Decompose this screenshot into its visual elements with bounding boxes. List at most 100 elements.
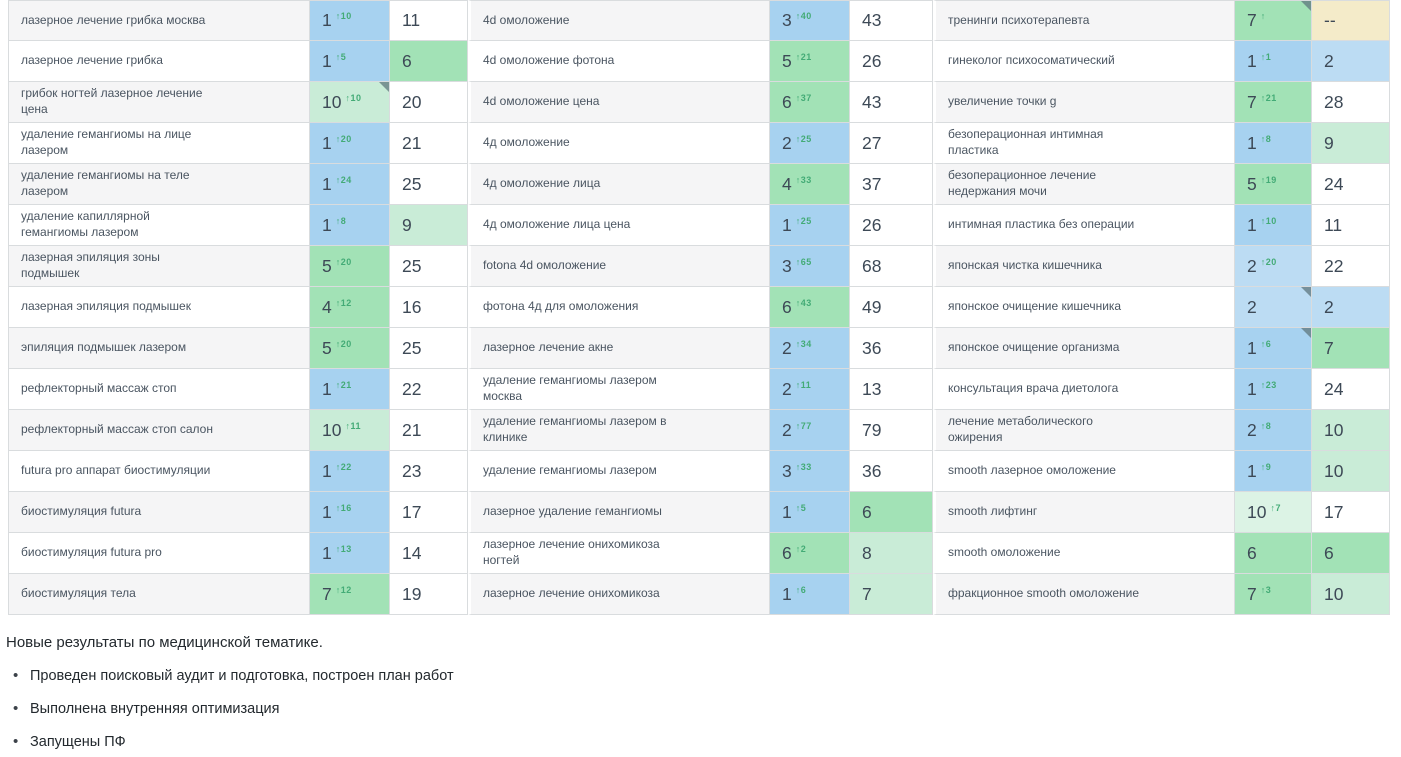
position-cell: 1 ↑25 bbox=[770, 205, 850, 246]
metric-value-cell: 37 bbox=[850, 164, 933, 205]
keyword-cell: лазерное лечение акне bbox=[468, 328, 770, 369]
position-cell: 1 ↑5 bbox=[770, 492, 850, 533]
metric-value-cell: -- bbox=[1312, 0, 1390, 41]
position-cell: 1 ↑5 bbox=[310, 41, 390, 82]
position-cell: 2 bbox=[1235, 287, 1312, 328]
metric-value-cell: 49 bbox=[850, 287, 933, 328]
position-change-up: ↑2 bbox=[795, 543, 807, 554]
position-change-up: ↑77 bbox=[795, 420, 812, 431]
metric-value-cell: 26 bbox=[850, 41, 933, 82]
metric-value-cell: 10 bbox=[1312, 451, 1390, 492]
position-value: 7 bbox=[322, 583, 332, 604]
position-change-up: ↑23 bbox=[1260, 379, 1277, 390]
keyword-label: тренинги психотерапевта bbox=[948, 12, 1090, 27]
keyword-label: smooth лазерное омоложение bbox=[948, 463, 1116, 478]
keyword-label: удаление гемангиомы лазером bbox=[483, 463, 657, 478]
position-change-up: ↑40 bbox=[795, 11, 812, 22]
position-change-up: ↑6 bbox=[1260, 338, 1272, 349]
position-cell: 5 ↑21 bbox=[770, 41, 850, 82]
keyword-cell: консультация врача диетолога bbox=[933, 369, 1235, 410]
metric-value-cell: 10 bbox=[1312, 410, 1390, 451]
keyword-label: японское очищение кишечника bbox=[948, 299, 1122, 314]
position-cell: 1 ↑1 bbox=[1235, 41, 1312, 82]
metric-value-cell: 68 bbox=[850, 246, 933, 287]
metric-value-cell: 26 bbox=[850, 205, 933, 246]
metric-value-cell: 13 bbox=[850, 369, 933, 410]
metric-value-cell: 9 bbox=[1312, 123, 1390, 164]
position-cell: 1 ↑21 bbox=[310, 369, 390, 410]
metric-value-cell: 11 bbox=[1312, 205, 1390, 246]
keyword-cell: 4d омоложение фотона bbox=[468, 41, 770, 82]
keyword-cell: удаление капиллярной гемангиомы лазером bbox=[8, 205, 310, 246]
keyword-cell: 4d омоложение цена bbox=[468, 82, 770, 123]
keyword-label: грибок ногтей лазерное лечение цена bbox=[21, 86, 203, 116]
position-value: 1 bbox=[322, 173, 332, 194]
table-row: биостимуляция futura pro 1 ↑13 14 лазерное л… bbox=[8, 533, 1390, 574]
metric-value-cell: 2 bbox=[1312, 287, 1390, 328]
summary-heading: Новые результаты по медицинской тематике… bbox=[6, 634, 323, 651]
position-value: 2 bbox=[782, 132, 792, 153]
keyword-label: безоперационное лечение недержания мочи bbox=[948, 168, 1097, 198]
keyword-label: биостимуляция futura pro bbox=[21, 545, 162, 560]
keyword-cell: лазерная эпиляция зоны подмышек bbox=[8, 246, 310, 287]
position-value: 7 bbox=[1247, 583, 1257, 604]
metric-value-cell: 24 bbox=[1312, 164, 1390, 205]
position-value: 2 bbox=[1247, 419, 1257, 440]
work-done-item: Запущены ПФ bbox=[0, 733, 1401, 750]
position-change-up: ↑10 bbox=[335, 11, 352, 22]
keyword-label: futura pro аппарат биостимуляции bbox=[21, 463, 211, 478]
keyword-cell: японская чистка кишечника bbox=[933, 246, 1235, 287]
position-cell: 6 ↑43 bbox=[770, 287, 850, 328]
metric-value-cell: 14 bbox=[390, 533, 468, 574]
position-value: 1 bbox=[322, 132, 332, 153]
position-cell: 1 ↑23 bbox=[1235, 369, 1312, 410]
position-value: 1 bbox=[782, 501, 792, 522]
keyword-label: лазерная эпиляция зоны подмышек bbox=[21, 250, 160, 280]
table-row: эпиляция подмышек лазером 5 ↑20 25 лазерное … bbox=[8, 328, 1390, 369]
metric-value-cell: 21 bbox=[390, 410, 468, 451]
metric-value-cell: 22 bbox=[1312, 246, 1390, 287]
position-cell: 7 ↑3 bbox=[1235, 574, 1312, 615]
keyword-label: лазерное удаление гемангиомы bbox=[483, 504, 662, 519]
position-value: 1 bbox=[322, 378, 332, 399]
keyword-label: рефлекторный массаж стоп салон bbox=[21, 422, 213, 437]
position-cell: 3 ↑65 bbox=[770, 246, 850, 287]
work-done-list: Проведен поисковый аудит и подготовка, п… bbox=[0, 667, 1401, 750]
metric-value-cell: 43 bbox=[850, 82, 933, 123]
position-change-up: ↑25 bbox=[795, 215, 812, 226]
table-body: лазерное лечение грибка москва 1 ↑10 11 4d о… bbox=[8, 0, 1390, 615]
keyword-cell: фракционное smooth омоложение bbox=[933, 574, 1235, 615]
keyword-label: smooth омоложение bbox=[948, 545, 1061, 560]
keyword-cell: 4д омоложение лица bbox=[468, 164, 770, 205]
position-change-up: ↑33 bbox=[795, 174, 812, 185]
position-cell: 10 ↑10 bbox=[310, 82, 390, 123]
position-value: 2 bbox=[1247, 255, 1257, 276]
keyword-cell: интимная пластика без операции bbox=[933, 205, 1235, 246]
position-change-up: ↑5 bbox=[335, 51, 347, 62]
keyword-cell: удаление гемангиомы лазером москва bbox=[468, 369, 770, 410]
table-row: лазерное лечение грибка москва 1 ↑10 11 4d о… bbox=[8, 0, 1390, 41]
keyword-label: лазерное лечение акне bbox=[483, 340, 614, 355]
metric-value-cell: 79 bbox=[850, 410, 933, 451]
position-cell: 1 ↑20 bbox=[310, 123, 390, 164]
position-value: 1 bbox=[1247, 378, 1257, 399]
position-change-up: ↑16 bbox=[335, 502, 352, 513]
position-value: 10 bbox=[1247, 501, 1267, 522]
table-row: лазерное лечение грибка 1 ↑5 6 4d омоложение… bbox=[8, 41, 1390, 82]
table-row: биостимуляция futura 1 ↑16 17 лазерное удале… bbox=[8, 492, 1390, 533]
keyword-label: 4д омоложение лица bbox=[483, 176, 601, 191]
table-row: лазерная эпиляция зоны подмышек 5 ↑20 25 fot… bbox=[8, 246, 1390, 287]
keyword-label: 4d омоложение фотона bbox=[483, 53, 615, 68]
keyword-cell: биостимуляция futura bbox=[8, 492, 310, 533]
metric-value-cell: 11 bbox=[390, 0, 468, 41]
keyword-label: удаление гемангиомы на лице лазером bbox=[21, 127, 192, 157]
position-cell: 7 ↑12 bbox=[310, 574, 390, 615]
position-change-up: ↑21 bbox=[795, 51, 812, 62]
position-value: 1 bbox=[1247, 214, 1257, 235]
position-change-up: ↑8 bbox=[335, 215, 347, 226]
work-done-item: Проведен поисковый аудит и подготовка, п… bbox=[0, 667, 1401, 684]
position-change-up: ↑25 bbox=[795, 133, 812, 144]
position-change-up: ↑37 bbox=[795, 92, 812, 103]
position-cell: 1 ↑8 bbox=[310, 205, 390, 246]
position-value: 3 bbox=[782, 255, 792, 276]
